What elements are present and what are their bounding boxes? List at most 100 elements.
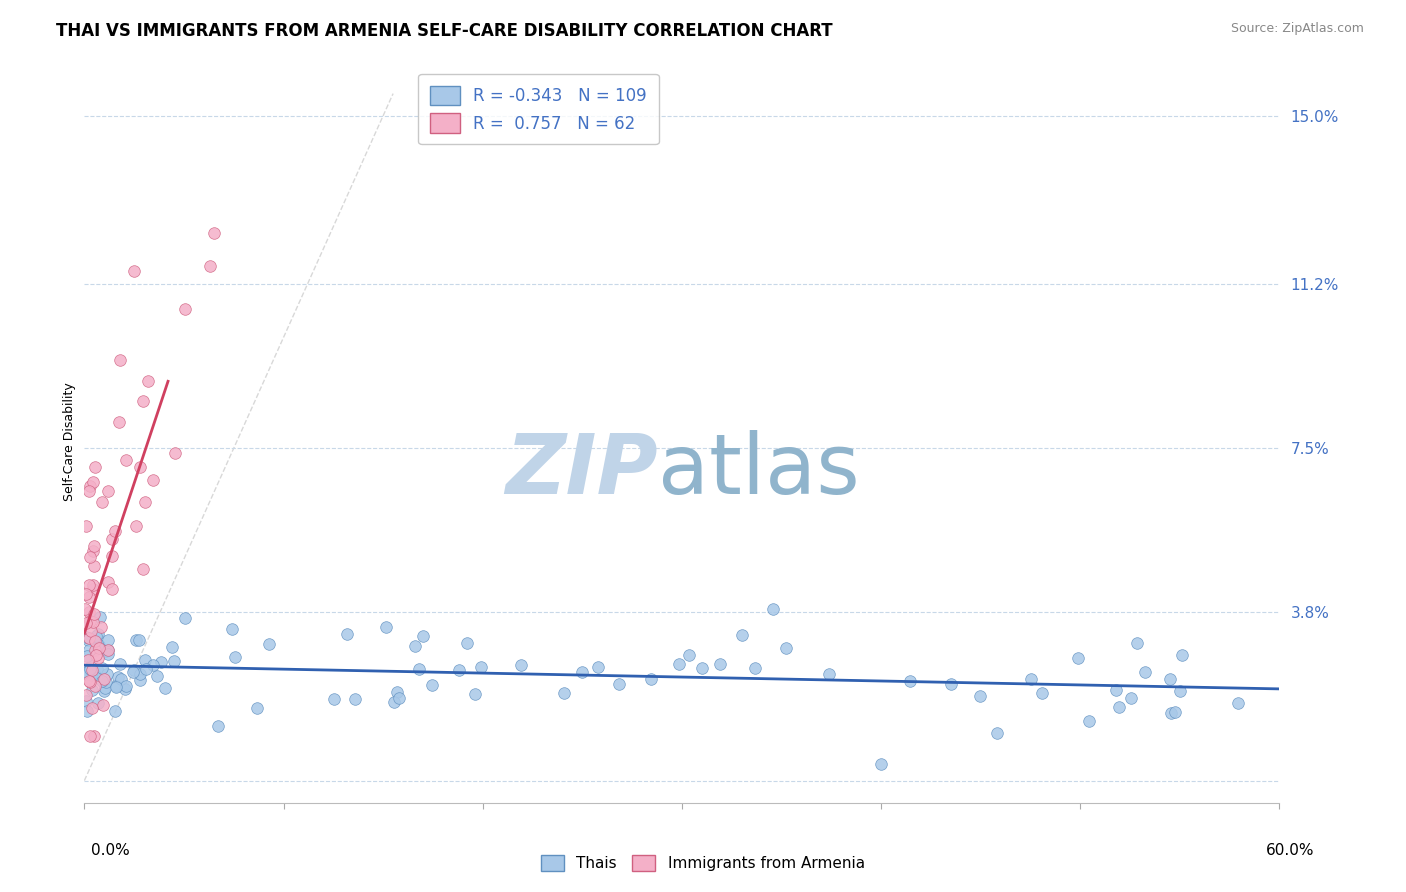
Point bbox=[1170, 648, 1192, 662]
Point bbox=[344, 691, 367, 706]
Point bbox=[108, 415, 131, 429]
Point bbox=[198, 259, 221, 273]
Point bbox=[709, 657, 731, 671]
Point bbox=[470, 660, 492, 674]
Point bbox=[82, 582, 104, 596]
Point bbox=[90, 673, 112, 688]
Point bbox=[385, 685, 408, 699]
Point bbox=[84, 634, 107, 648]
Point bbox=[79, 550, 101, 565]
Point bbox=[607, 677, 630, 691]
Point bbox=[77, 605, 100, 619]
Point bbox=[80, 701, 103, 715]
Point bbox=[173, 611, 195, 625]
Point bbox=[1021, 672, 1043, 686]
Point bbox=[323, 692, 346, 706]
Point bbox=[160, 640, 183, 654]
Point bbox=[83, 559, 105, 574]
Point bbox=[77, 484, 100, 499]
Text: ZIP: ZIP bbox=[505, 430, 658, 511]
Point bbox=[775, 640, 797, 655]
Point bbox=[83, 539, 105, 553]
Point bbox=[84, 643, 107, 657]
Point bbox=[404, 640, 426, 654]
Point bbox=[1168, 684, 1191, 698]
Point bbox=[110, 672, 132, 686]
Point bbox=[84, 648, 107, 662]
Point bbox=[77, 631, 100, 645]
Text: atlas: atlas bbox=[658, 430, 859, 511]
Point bbox=[122, 264, 145, 278]
Point bbox=[145, 668, 167, 682]
Point bbox=[77, 632, 100, 647]
Point bbox=[128, 633, 150, 648]
Point bbox=[77, 578, 100, 592]
Point bbox=[87, 627, 110, 641]
Point bbox=[553, 686, 575, 700]
Point bbox=[115, 453, 138, 467]
Point bbox=[1078, 714, 1101, 728]
Point bbox=[91, 698, 114, 713]
Point bbox=[246, 701, 269, 715]
Point bbox=[135, 662, 157, 676]
Point bbox=[640, 673, 662, 687]
Point bbox=[93, 681, 115, 696]
Point bbox=[1067, 650, 1090, 665]
Point bbox=[202, 226, 225, 240]
Legend: Thais, Immigrants from Armenia: Thais, Immigrants from Armenia bbox=[536, 849, 870, 877]
Point bbox=[586, 659, 609, 673]
Point bbox=[986, 725, 1008, 739]
Point bbox=[336, 626, 359, 640]
Point bbox=[136, 374, 159, 388]
Point bbox=[163, 446, 186, 460]
Point bbox=[82, 615, 104, 629]
Point bbox=[869, 756, 891, 771]
Point bbox=[84, 667, 107, 681]
Point bbox=[969, 689, 991, 703]
Point bbox=[80, 657, 103, 671]
Point bbox=[129, 673, 152, 687]
Point bbox=[420, 678, 443, 692]
Point bbox=[375, 620, 398, 634]
Point bbox=[77, 643, 100, 657]
Point bbox=[257, 637, 280, 651]
Point bbox=[1105, 683, 1128, 698]
Legend: R = -0.343   N = 109, R =  0.757   N = 62: R = -0.343 N = 109, R = 0.757 N = 62 bbox=[419, 74, 658, 145]
Point bbox=[79, 729, 101, 743]
Point bbox=[75, 616, 97, 631]
Point bbox=[80, 624, 103, 638]
Point bbox=[408, 662, 430, 676]
Point bbox=[86, 662, 108, 676]
Point bbox=[79, 674, 101, 689]
Point bbox=[142, 473, 165, 487]
Point bbox=[1119, 690, 1142, 705]
Point bbox=[100, 582, 122, 596]
Point bbox=[87, 640, 110, 654]
Point bbox=[75, 587, 97, 601]
Point bbox=[76, 704, 98, 718]
Point bbox=[75, 630, 97, 644]
Point bbox=[132, 393, 155, 408]
Point bbox=[153, 681, 176, 695]
Point bbox=[1108, 700, 1130, 714]
Point bbox=[89, 610, 111, 624]
Point bbox=[80, 683, 103, 698]
Point bbox=[75, 688, 97, 702]
Point bbox=[1135, 665, 1157, 679]
Point bbox=[173, 301, 195, 316]
Point bbox=[77, 590, 100, 604]
Point bbox=[125, 518, 148, 533]
Point bbox=[79, 478, 101, 492]
Point bbox=[79, 674, 101, 689]
Point bbox=[668, 657, 690, 671]
Point bbox=[163, 654, 186, 668]
Point bbox=[100, 549, 122, 564]
Point bbox=[132, 561, 155, 575]
Point bbox=[114, 682, 136, 697]
Point bbox=[818, 667, 841, 681]
Point bbox=[744, 661, 766, 675]
Text: 0.0%: 0.0% bbox=[91, 843, 131, 858]
Point bbox=[93, 672, 115, 686]
Point bbox=[97, 643, 120, 657]
Point bbox=[91, 494, 114, 508]
